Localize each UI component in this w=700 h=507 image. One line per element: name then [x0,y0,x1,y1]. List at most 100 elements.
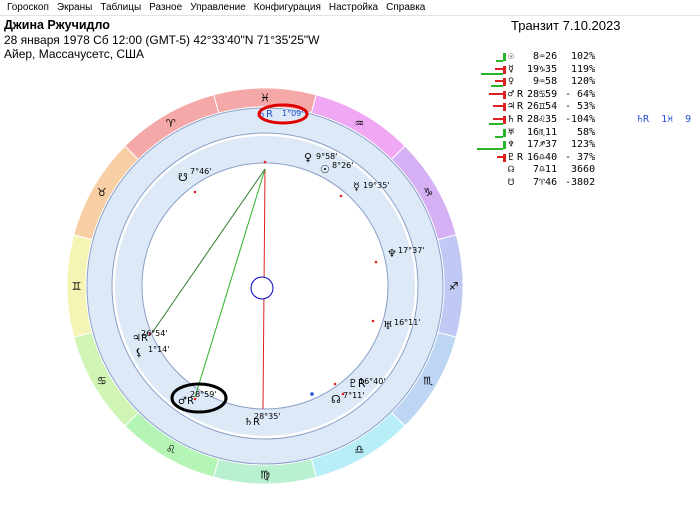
zodiac-sign-glyph: ♎ [354,443,364,456]
planet-row[interactable]: ♇ R 16♎40 - 37% [475,152,700,165]
north-node-degree: 7°11' [343,391,364,400]
highlight-ellipse-red [257,103,309,125]
transit-saturn-glyph: ♄R [257,109,273,120]
saturn-degree: 28°35' [254,412,281,421]
highlight-ellipse-black [170,382,228,414]
planet-row[interactable]: ☉ 8♒26 102% [475,51,700,64]
strength-marker [503,128,506,137]
zodiac-sign-glyph: ♈ [166,117,176,130]
strength-bar-green [491,85,503,88]
planet-row[interactable]: ♆ 17♐37 123% [475,139,700,152]
planet-strength: - 53% [565,101,596,113]
planet-symbol: ♂ [508,88,515,100]
mercury-degree: 19°35' [363,181,390,190]
strength-bar-green [495,135,503,138]
planet-strength: 3660 [565,164,596,176]
planet-symbol: ♀ [508,76,515,88]
planet-strength: 58% [565,126,596,138]
birth-place: Айер, Массачусетс, США [4,47,145,61]
planet-position: 7♈46 [527,176,558,188]
retrograde-mark: R [517,113,524,125]
transit-saturn-degree: 1°09' [282,109,303,118]
aspect-markers [148,160,378,401]
center-circle [250,276,274,300]
menu-misc[interactable]: Разное [149,1,183,13]
planet-symbol: ☋ [508,176,515,188]
venus-glyph: ♀ [304,151,312,164]
saturn-glyph: ♄R [244,417,260,428]
planet-strength: - 64% [565,88,596,100]
planet-position: 19♑35 [527,63,558,75]
planet-row[interactable]: ♄ R 28♌35 -104% ♄R 1♓ 9 [475,114,700,127]
zodiac-sign-glyph: ♓ [260,92,270,105]
strength-marker [503,153,506,162]
zodiac-sign-glyph: ♍ [260,469,270,482]
planet-row[interactable]: ♂ R 28♋59 - 64% [475,89,700,102]
aspect-line-green [194,168,266,398]
planet-position: 9♒58 [527,76,558,88]
mercury-glyph: ☿ [353,180,360,193]
menu-horoscope[interactable]: Гороскоп [7,1,49,13]
retrograde-mark: R [517,151,524,163]
strength-bars [475,76,506,88]
south-node-degree: 7°46' [190,167,211,176]
menu-screens[interactable]: Экраны [56,1,93,13]
planet-position: 28♋59 [527,88,558,100]
neptune-degree: 17°37' [398,246,425,255]
menu-configuration[interactable]: Конфигурация [253,1,321,13]
strength-bar-red [493,105,503,108]
zodiac-sign-glyph: ♒ [354,117,364,130]
natal-chart-wheel[interactable]: ♓♒♑♐♏♎♍♌♋♊♉♈ ♄R 1°09' ♀ 9°58' ☉ 8°26' ☿ … [55,76,475,496]
retrograde-mark: R [517,101,524,113]
strength-marker [503,141,506,150]
sun-glyph: ☉ [320,163,330,176]
planet-symbol: ☊ [508,164,515,176]
menu-tables[interactable]: Таблицы [100,1,142,13]
strength-bar-red [497,155,503,158]
north-node-glyph: ☊ [331,393,341,406]
menu-settings[interactable]: Настройка [328,1,379,13]
strength-bar-green [489,122,503,125]
jupiter-glyph: ♃R [132,333,148,344]
strength-bar-green [496,60,503,62]
planet-strength: 102% [565,51,596,62]
strength-bars [475,127,506,139]
planet-row[interactable]: ☿ 19♑35 119% [475,64,700,77]
planet-position: 16♎40 [527,151,558,163]
planet-row[interactable]: ♀ 9♒58 120% [475,76,700,89]
strength-marker [503,78,506,87]
zodiac-sign-glyph: ♐ [449,280,459,293]
strength-bars [475,139,506,151]
menu-help[interactable]: Справка [386,1,426,13]
zodiac-sign-glyph: ♊ [72,280,82,293]
planet-row[interactable]: ♅ 16♏11 58% [475,127,700,140]
planet-row[interactable]: ☊ 7♎11 3660 [475,164,700,177]
zodiac-ring: ♓ ♒ ♑ ♐ ♏ ♎ ♍ ♌ ♋ ♊ ♉ ♈ [66,87,464,485]
strength-bars [475,177,505,189]
zodiac-sign-glyph: ♉ [97,186,107,199]
planet-position: 8♒26 [527,51,558,62]
zodiac-sign-glyph: ♑ [423,186,433,199]
neptune-glyph: ♆ [387,247,397,260]
strength-marker [503,90,506,99]
zodiac-sign-glyph: ♏ [423,374,433,387]
strength-bars [475,114,506,126]
menu-control[interactable]: Управление [190,1,246,13]
planet-strength: -3802 [565,176,596,188]
menu-bar: Гороскоп Экраны Таблицы Разное Управлени… [0,0,700,16]
jupiter-degree: 26°54' [141,329,168,338]
strength-bars [475,89,506,101]
strength-marker [503,53,506,61]
planet-row[interactable]: ☋ 7♈46 -3802 [475,177,700,190]
strength-bars [475,51,506,63]
planet-strength: 123% [565,139,596,151]
strength-marker [503,115,506,124]
transit-planet: ♄R 1♓ 9 [637,113,692,125]
planet-symbol: ♃ [508,101,515,113]
zodiac-sign-glyph: ♌ [166,443,176,456]
lilith-degree: 1°14' [148,345,169,354]
planet-table: ☉ 8♒26 102% ☿ 19♑35 119% ♀ 9♒58 120% ♂ R 28♋59… [475,51,700,190]
uranus-degree: 16°11' [394,318,421,327]
planet-row[interactable]: ♃ R 26♊54 - 53% [475,101,700,114]
sun-degree: 8°26' [332,161,353,170]
